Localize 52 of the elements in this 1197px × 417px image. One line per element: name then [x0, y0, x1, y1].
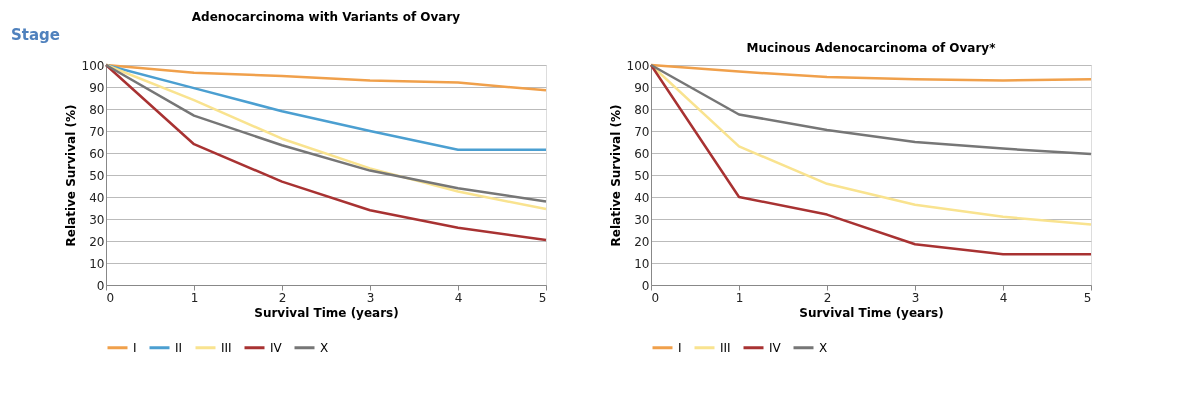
y-tick-label: 0: [96, 278, 105, 293]
x-tick-label: 3: [911, 290, 920, 305]
y-tick-label: 50: [89, 168, 105, 183]
y-tick-label: 30: [634, 212, 650, 227]
legend-label: I: [133, 340, 137, 355]
legend-label: II: [175, 340, 183, 355]
legend-label: X: [320, 340, 329, 355]
line-series: [649, 63, 1093, 256]
x-tick-label: 3: [366, 290, 375, 305]
y-tick-label: 20: [634, 234, 650, 249]
y-tick-label: 40: [89, 190, 105, 205]
y-tick-label: 70: [634, 124, 650, 139]
y-tick-label: 30: [89, 212, 105, 227]
y-tick-label: 70: [89, 124, 105, 139]
x-tick-label: 4: [454, 290, 463, 305]
x-axis-title: Survival Time (years): [254, 305, 399, 320]
y-axis-title: Relative Survival (%): [608, 104, 623, 247]
x-tick-label: 0: [651, 290, 660, 305]
y-tick-label: 80: [634, 102, 650, 117]
y-tick-label: 90: [89, 80, 105, 95]
x-tick-label: 1: [190, 290, 199, 305]
y-tick-label: 100: [626, 58, 650, 73]
x-axis-title: Survival Time (years): [799, 305, 944, 320]
x-tick-label: 4: [999, 290, 1008, 305]
y-tick-label: 50: [634, 168, 650, 183]
chart-title: Adenocarcinoma with Variants of Ovary: [191, 10, 461, 24]
legend-label: IV: [270, 340, 283, 355]
x-tick-label: 0: [106, 290, 115, 305]
line-series: [649, 63, 1093, 156]
y-tick-label: 20: [89, 234, 105, 249]
y-tick-label: 10: [89, 256, 105, 271]
legend-label: X: [819, 340, 828, 355]
legend-label: III: [720, 340, 731, 355]
text: Stage: [11, 26, 61, 44]
y-tick-label: 0: [641, 278, 650, 293]
y-tick-label: 100: [81, 58, 105, 73]
x-tick-label: 5: [1083, 290, 1092, 305]
x-tick-label: 2: [278, 290, 287, 305]
y-tick-label: 40: [634, 190, 650, 205]
y-tick-label: 80: [89, 102, 105, 117]
legend-label: IV: [769, 340, 782, 355]
y-tick-label: 60: [89, 146, 105, 161]
y-tick-label: 60: [634, 146, 650, 161]
legend-label: III: [221, 340, 232, 355]
y-axis-title: Relative Survival (%): [63, 104, 78, 247]
y-tick-label: 10: [634, 256, 650, 271]
chart-title: Mucinous Adenocarcinoma of Ovary*: [746, 41, 997, 55]
x-tick-label: 1: [735, 290, 744, 305]
y-tick-label: 90: [634, 80, 650, 95]
x-tick-label: 5: [538, 290, 547, 305]
x-tick-label: 2: [823, 290, 832, 305]
legend-label: I: [678, 340, 682, 355]
